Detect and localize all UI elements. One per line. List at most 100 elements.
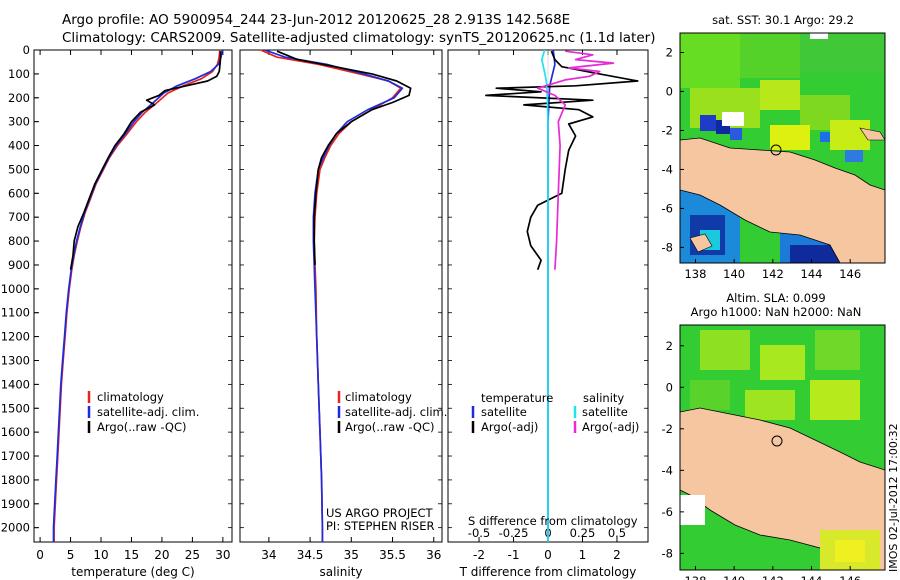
map-x-tick-label: 144 [801,267,823,281]
legend-satellite-label: satellite-adj. clim. [97,405,199,419]
map-y-tick-label: -4 [662,463,673,477]
map-y-tick-label: -6 [662,201,673,215]
depth-tick-label: 1000 [1,282,30,296]
title-line-2: Climatology: CARS2009. Satellite-adjuste… [62,30,655,46]
legend-argo-label: Argo(..raw -QC) [345,420,435,434]
title-line-1: Argo profile: AO 5900954_244 23-Jun-2012… [62,12,570,28]
x-tick-label: 0 [544,548,552,562]
depth-tick-label: 100 [8,67,30,81]
legend-salinity-title: salinity [583,391,624,405]
depth-tick-label: 300 [8,115,30,129]
map-y-tick-label: 2 [666,45,673,59]
argo-position-marker [771,435,783,447]
map-x-tick-label: 142 [762,267,784,281]
map-x-tick-label: 146 [839,574,861,580]
temperature-axis-label: temperature (deg C) [71,565,194,579]
sst-map-axes: 138 140 142 144 146 2 0 -2 -4 -6 -8 [662,45,862,281]
map-y-tick-label: -2 [662,422,673,436]
depth-tick-label: 900 [8,258,30,272]
legend-temperature-title: temperature [481,391,553,405]
argo-position-marker [770,144,782,156]
x-tick-label: 34.5 [297,548,324,562]
sst-map-frame [679,32,886,264]
legend-sal-satellite-label: satellite [582,405,628,419]
depth-tick-label: 0 [23,43,30,57]
depth-tick-label: 1200 [1,330,30,344]
map-y-tick-label: 0 [666,380,673,394]
depth-tick-label: 2000 [1,521,30,535]
x-tick-label: 1 [579,548,587,562]
s-difference-tick-label: -0.5 [468,526,490,540]
map-x-tick-label: 140 [723,267,745,281]
depth-axis: 0 100 200 300 400 500 600 700 800 900 1000 1100 1200… [1,43,39,535]
temperature-panel-frame [33,49,233,543]
series-line-argo [69,51,222,270]
x-tick-label: 36 [426,548,441,562]
legend-sal-argo-label: Argo(-adj) [582,420,639,434]
difference-legend: temperature salinity satellite Argo(-adj… [471,391,639,434]
x-tick-label: -2 [473,548,485,562]
sla-map-axes: 138 140 142 144 146 2 0 -2 -4 -6 -8 [662,339,862,580]
depth-tick-label: 1400 [1,377,30,391]
sla-map-title-line-2: Argo h1000: NaN h2000: NaN [691,305,862,319]
legend-climatology-label: climatology [97,390,164,404]
s-difference-tick-label: 0.25 [570,526,596,540]
temperature-legend: climatology satellite-adj. clim. Argo(..… [87,390,199,434]
x-tick-label: 5 [67,548,75,562]
imos-timestamp: IMOS 02-Jul-2012 17:00:32 [887,423,900,572]
project-annotation: US ARGO PROJECT [326,506,434,520]
depth-tick-label: 1700 [1,449,30,463]
map-x-tick-label: 138 [684,574,706,580]
sst-map [680,33,885,263]
depth-tick-label: 400 [8,139,30,153]
map-x-tick-label: 142 [762,574,784,580]
s-difference-axis-label: S difference from climatology [468,514,638,528]
map-y-tick-label: -8 [662,546,673,560]
depth-tick-label: 1900 [1,497,30,511]
depth-tick-label: 800 [8,234,30,248]
map-y-tick-label: -4 [662,162,673,176]
depth-tick-label: 1100 [1,306,30,320]
x-tick-label: 2 [613,548,621,562]
depth-tick-label: 1600 [1,425,30,439]
legend-satellite-label: satellite-adj. clim. [345,405,447,419]
series-line-salinity-satellite [540,49,549,542]
depth-tick-label: 1500 [1,401,30,415]
x-tick-label: 35 [344,548,359,562]
legend-temp-satellite-label: satellite [481,405,527,419]
depth-tick-label: 700 [8,210,30,224]
s-difference-tick-label: -0.25 [499,526,529,540]
x-tick-label: 30 [215,548,230,562]
series-line-temperature-satellite [547,49,556,542]
t-difference-axis-label: T difference from climatology [459,565,637,579]
series-line-climatology [260,49,402,542]
salinity-panel-frame [239,49,443,543]
x-tick-label: 20 [154,548,169,562]
x-tick-label: 10 [93,548,108,562]
map-y-tick-label: 2 [666,339,673,353]
s-difference-tick-label: 0.5 [608,526,626,540]
x-tick-label: 0 [36,548,44,562]
x-tick-label: 15 [124,548,139,562]
map-x-tick-label: 138 [684,267,706,281]
series-line-climatology [53,49,221,542]
sla-map [680,325,885,570]
x-tick-label: -1 [508,548,520,562]
series-line-salinity-argo-adj- [536,50,615,270]
x-tick-label: 34 [261,548,276,562]
sla-map-frame [679,324,886,571]
salinity-plot: 34 34.5 35 35.5 36 [240,49,442,562]
pi-annotation: PI: STEPHEN RISER [326,519,435,533]
depth-tick-label: 1800 [1,473,30,487]
temperature-plot: 0 5 10 15 20 25 30 [34,49,232,562]
series-line-satellite [264,49,404,542]
salinity-axis-label: salinity [319,565,362,579]
depth-tick-label: 600 [8,186,30,200]
map-y-tick-label: -8 [662,240,673,254]
x-tick-label: 25 [185,548,200,562]
legend-argo-label: Argo(..raw -QC) [97,420,187,434]
depth-tick-label: 1300 [1,353,30,367]
sla-map-title-line-1: Altim. SLA: 0.099 [726,291,825,305]
series-line-argo [276,50,412,266]
